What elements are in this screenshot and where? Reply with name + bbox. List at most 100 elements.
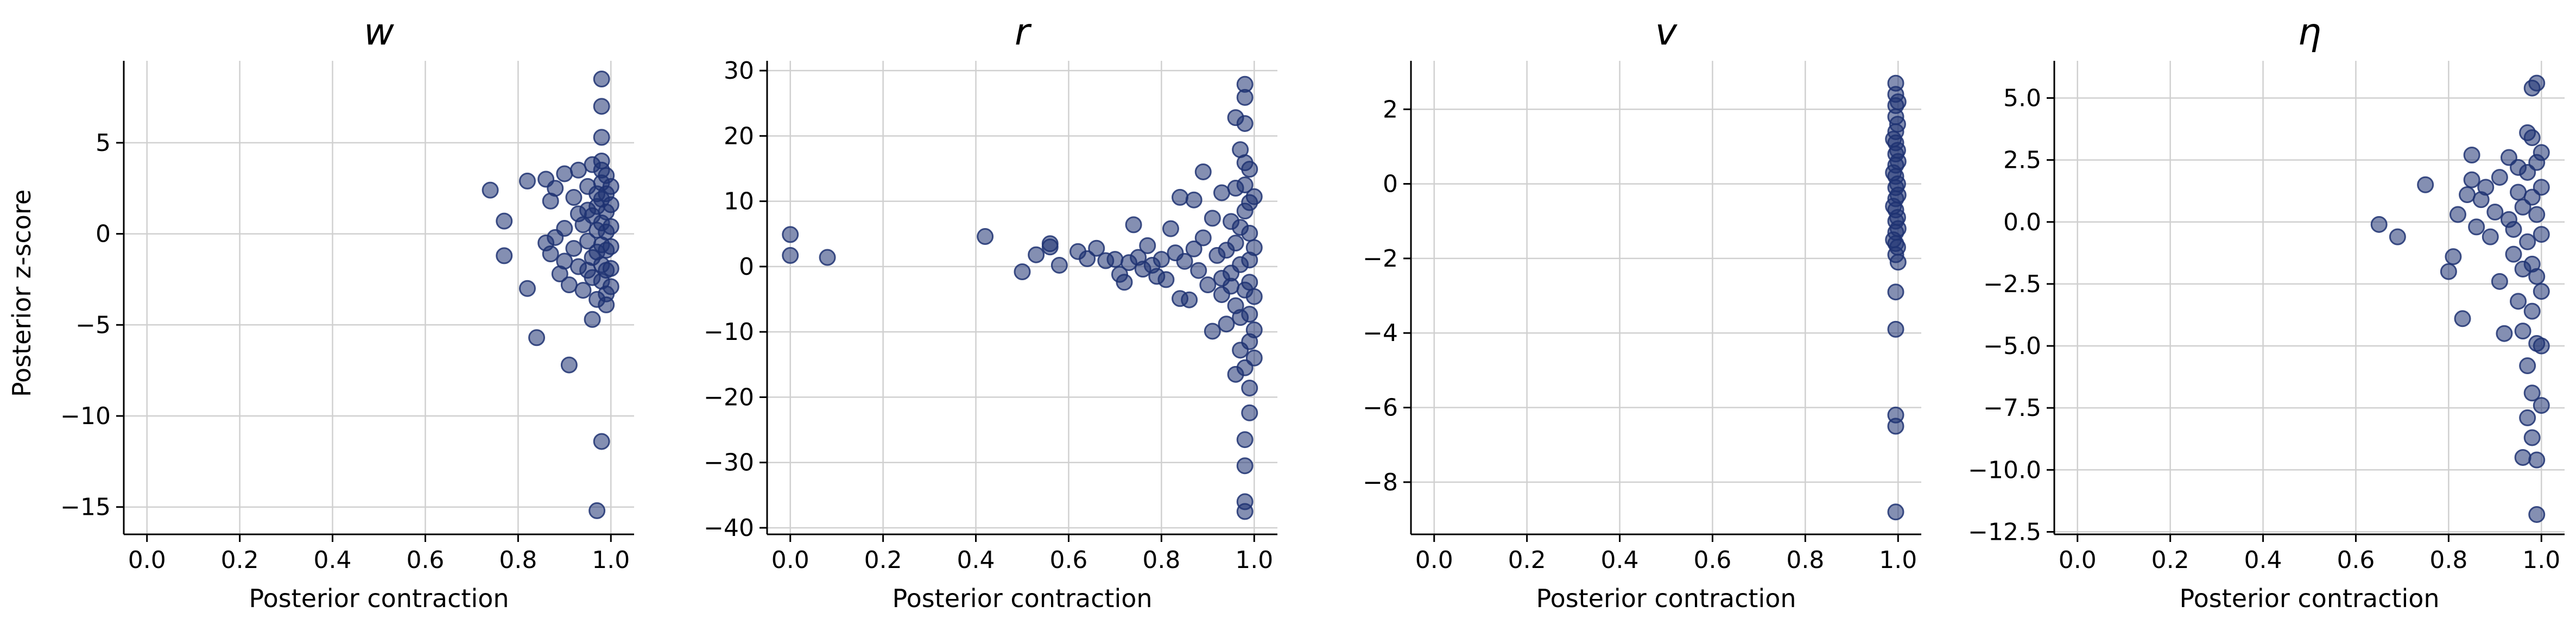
- x-tick-label: 0.6: [406, 546, 444, 574]
- x-axis-label: Posterior contraction: [2179, 584, 2439, 613]
- x-tick-label: 0.4: [2244, 546, 2282, 574]
- scatter-point: [1139, 237, 1156, 254]
- scatter-point: [2463, 171, 2480, 188]
- scatter-point: [1241, 161, 1258, 178]
- scatter-point: [2514, 198, 2531, 216]
- scatter-point: [2370, 216, 2388, 233]
- scatter-point: [1204, 323, 1221, 340]
- scatter-point: [1889, 153, 1907, 170]
- scatter-point: [1889, 254, 1907, 271]
- scatter-point: [1162, 220, 1179, 237]
- y-tick-label: 2.5: [2003, 147, 2041, 174]
- scatter-point: [2519, 409, 2536, 426]
- y-tick-label: −10.0: [1968, 456, 2041, 484]
- y-tick-label: −12.5: [1968, 518, 2041, 546]
- scatter-point: [1889, 220, 1907, 237]
- y-tick-label: −6: [1363, 394, 1398, 422]
- scatter-point: [593, 161, 610, 179]
- y-tick-label: 30: [724, 57, 754, 85]
- scatter-point: [2519, 357, 2536, 375]
- scatter-point: [2463, 146, 2480, 163]
- scatter-point: [2533, 283, 2550, 300]
- scatter-point: [1245, 349, 1263, 367]
- scatter-point: [2510, 293, 2527, 310]
- panel-v: 0.0 0.2 0.4 0.6 0.8 1.0 2 0 −2 −4 −6 −8 v Posterior c…: [1363, 11, 1921, 613]
- x-tick-label: 0.8: [2429, 546, 2467, 574]
- scatter-point: [1236, 503, 1254, 520]
- scatter-point: [2514, 260, 2531, 277]
- scatter-point: [2533, 337, 2550, 355]
- y-tick-label: 2: [1383, 96, 1398, 123]
- scatter-point: [1116, 274, 1133, 291]
- scatter-point: [819, 249, 836, 266]
- x-tick-label: 0.4: [957, 546, 995, 574]
- x-axis-label: Posterior contraction: [1536, 584, 1796, 613]
- scatter-point: [1185, 191, 1202, 209]
- scatter-point: [1889, 116, 1906, 133]
- scatter-point: [782, 247, 799, 264]
- y-tick-label: −4: [1363, 319, 1398, 347]
- scatter-point: [2533, 397, 2550, 414]
- x-tick-label: 0.4: [314, 546, 352, 574]
- scatter-point: [598, 296, 615, 313]
- scatter-point: [1041, 238, 1059, 256]
- scatter-point: [2491, 273, 2508, 290]
- y-tick-label: −8: [1363, 469, 1398, 496]
- scatter-point: [1236, 431, 1254, 449]
- scatter-point: [593, 98, 610, 115]
- scatter-point: [1889, 93, 1907, 111]
- x-tick-label: 0.0: [1415, 546, 1453, 574]
- scatter-point: [782, 226, 799, 243]
- y-tick-label: −30: [704, 449, 754, 477]
- y-tick-label: −20: [704, 383, 754, 411]
- scatter-point: [602, 278, 619, 295]
- scatter-point: [2505, 245, 2522, 263]
- scatter-point: [547, 180, 564, 197]
- scatter-point: [1245, 239, 1263, 256]
- scatter-point: [584, 311, 601, 328]
- y-tick-label: 0: [1383, 171, 1398, 198]
- scatter-point: [482, 181, 499, 199]
- scatter-point: [560, 276, 578, 294]
- scatter-point: [2514, 323, 2531, 340]
- scatter-point: [1232, 309, 1249, 326]
- scatter-point: [2510, 159, 2527, 176]
- x-tick-label: 0.8: [1786, 546, 1824, 574]
- scatter-point: [2486, 203, 2504, 220]
- scatter-point: [1885, 130, 1902, 148]
- scatter-point: [2454, 310, 2471, 327]
- y-tick-label: −10: [704, 318, 754, 346]
- scatter-point: [2533, 179, 2550, 196]
- scatter-point: [2519, 233, 2536, 250]
- scatter-point: [496, 212, 513, 230]
- scatter-point: [1245, 188, 1263, 205]
- x-tick-label: 0.6: [1693, 546, 1731, 574]
- y-tick-label: −5: [75, 311, 111, 339]
- scatter-point: [588, 185, 606, 203]
- scatter-point: [593, 433, 610, 450]
- scatter-point: [1236, 457, 1254, 475]
- x-tick-label: 0.4: [1601, 546, 1639, 574]
- y-tick-label: −40: [704, 514, 754, 542]
- scatter-point: [1245, 321, 1263, 339]
- scatter-point: [579, 201, 597, 219]
- scatter-point: [569, 161, 587, 179]
- x-tick-label: 1.0: [2522, 546, 2560, 574]
- scatter-point: [556, 220, 573, 237]
- scatter-point: [1213, 270, 1230, 287]
- scatter-point: [2440, 263, 2457, 280]
- scatter-point: [1079, 250, 1096, 267]
- x-tick-label: 0.0: [771, 546, 809, 574]
- y-tick-label: −15: [60, 494, 111, 521]
- x-tick-label: 0.0: [2059, 546, 2097, 574]
- scatter-point: [2528, 74, 2546, 92]
- scatter-point: [2528, 506, 2546, 523]
- scatter-point: [2482, 228, 2499, 245]
- scatter-point: [593, 71, 610, 88]
- scatter-point: [1245, 288, 1263, 305]
- scatter-point: [602, 238, 619, 255]
- y-tick-label: 0.0: [2003, 209, 2041, 236]
- scatter-point: [1218, 242, 1235, 259]
- x-tick-label: 0.8: [499, 546, 537, 574]
